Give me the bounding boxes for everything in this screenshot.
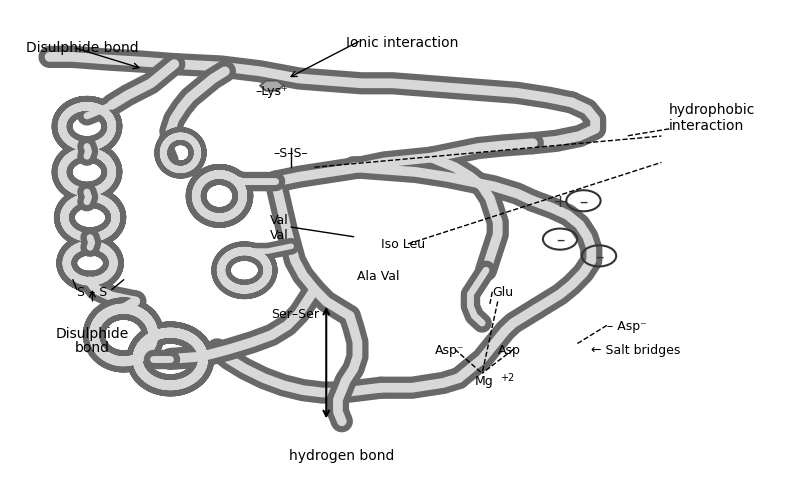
Text: Disulphide: Disulphide [56, 326, 129, 340]
Text: Val: Val [270, 228, 289, 242]
Text: –: – [556, 231, 564, 249]
Polygon shape [260, 81, 283, 91]
Text: Ionic interaction: Ionic interaction [345, 36, 458, 50]
Text: Disulphide bond: Disulphide bond [26, 41, 139, 55]
Text: Ser–Ser: Ser–Ser [271, 307, 319, 320]
Text: – Asp⁻: – Asp⁻ [607, 319, 647, 332]
Text: hydrogen bond: hydrogen bond [289, 448, 395, 462]
Text: bond: bond [75, 340, 110, 354]
Text: ← Salt bridges: ← Salt bridges [591, 343, 681, 356]
Text: –: – [579, 192, 588, 211]
Text: Asp⁻: Asp⁻ [436, 343, 465, 356]
Text: –S–S–: –S–S– [274, 147, 309, 160]
Text: –Lys⁺: –Lys⁺ [255, 85, 288, 98]
Text: S – S: S – S [77, 286, 108, 299]
Text: Val: Val [270, 214, 289, 227]
Text: Glu: Glu [492, 286, 513, 299]
Text: hydrophobic
interaction: hydrophobic interaction [669, 103, 756, 133]
Text: +: + [553, 192, 568, 211]
Text: Iso Leu: Iso Leu [381, 238, 425, 251]
Text: +2: +2 [500, 372, 514, 382]
Text: Ala Val: Ala Val [357, 269, 400, 282]
Text: –: – [595, 247, 603, 265]
Text: Mg: Mg [474, 374, 493, 387]
Text: Asp: Asp [498, 343, 520, 356]
